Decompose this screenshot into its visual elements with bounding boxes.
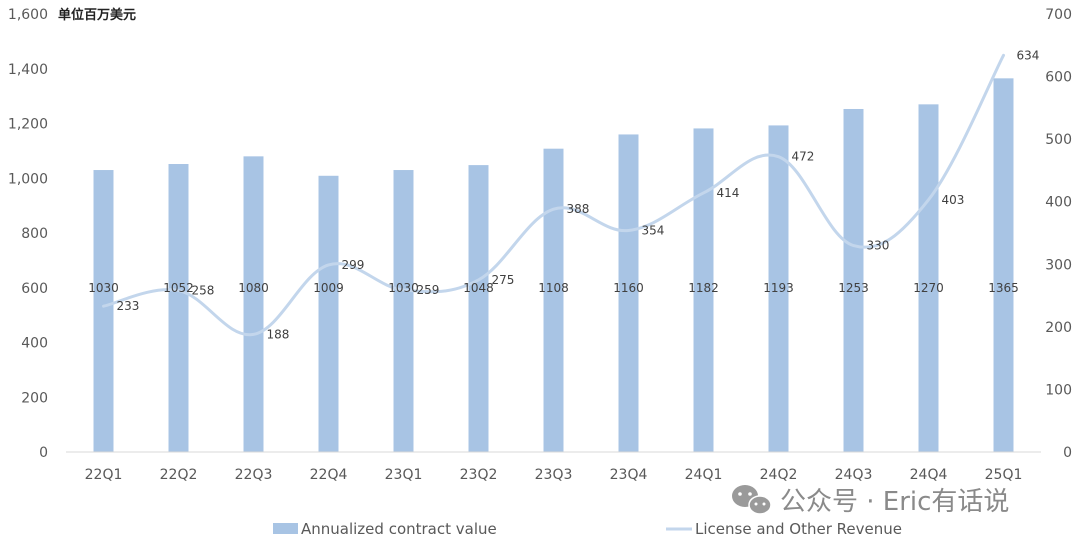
line-value-label: 330 xyxy=(867,239,890,253)
left-tick-label: 1,400 xyxy=(8,62,48,78)
wechat-icon xyxy=(732,485,772,515)
bar-data-labels: 1030 1052 1080 1009 1030 1048 1108 1160 1182 1193… xyxy=(88,281,1019,295)
bar xyxy=(468,165,489,453)
right-tick-label: 600 xyxy=(1045,70,1072,86)
left-tick-label: 400 xyxy=(21,336,48,352)
bar xyxy=(543,148,564,452)
right-tick-label: 100 xyxy=(1045,382,1072,398)
bar-value-label: 1080 xyxy=(238,281,269,295)
legend-bar-swatch xyxy=(273,523,298,534)
left-tick-label: 800 xyxy=(21,226,48,242)
category-label: 23Q2 xyxy=(460,467,498,483)
line-value-label: 258 xyxy=(192,284,215,298)
category-label: 24Q2 xyxy=(760,467,798,483)
legend: Annualized contract value License and Ot… xyxy=(273,520,902,538)
x-axis-categories: 22Q1 22Q2 22Q3 22Q4 23Q1 23Q2 23Q3 23Q4 24Q1 24Q2… xyxy=(85,467,1023,483)
left-tick-label: 1,600 xyxy=(8,7,48,23)
bar xyxy=(693,128,714,453)
bar xyxy=(393,170,414,452)
line-series xyxy=(102,53,1005,337)
right-tick-label: 400 xyxy=(1045,195,1072,211)
category-label: 23Q3 xyxy=(535,467,573,483)
left-axis-ticks: 0 200 400 600 800 1,000 1,200 1,400 1,600 xyxy=(8,7,48,461)
bar-value-label: 1009 xyxy=(313,281,344,295)
right-tick-label: 200 xyxy=(1045,320,1072,336)
bar xyxy=(768,125,789,452)
bar xyxy=(318,175,339,452)
bar xyxy=(243,156,264,452)
category-label: 23Q1 xyxy=(385,467,423,483)
right-tick-label: 700 xyxy=(1045,7,1072,23)
bar-value-label: 1193 xyxy=(763,281,794,295)
line-data-labels: 233 258 188 299 259 275 388 354 414 472 330 403 634 xyxy=(117,48,1040,341)
category-label: 24Q1 xyxy=(685,467,723,483)
line-value-label: 634 xyxy=(1017,48,1040,62)
line-value-label: 259 xyxy=(417,283,440,297)
right-axis-ticks: 0 100 200 300 400 500 600 700 xyxy=(1045,7,1072,461)
bar xyxy=(843,108,864,453)
line-value-label: 414 xyxy=(717,186,740,200)
left-tick-label: 1,200 xyxy=(8,117,48,133)
left-tick-label: 200 xyxy=(21,390,48,406)
bar-value-label: 1052 xyxy=(163,281,194,295)
bar-value-label: 1365 xyxy=(988,281,1019,295)
bar xyxy=(918,104,939,453)
watermark-text: 公众号 · Eric有话说 xyxy=(780,487,1009,517)
right-tick-label: 500 xyxy=(1045,132,1072,148)
left-tick-label: 1,000 xyxy=(8,171,48,187)
line-value-label: 403 xyxy=(942,193,965,207)
legend-line-label: License and Other Revenue xyxy=(695,520,902,538)
bar xyxy=(168,164,189,452)
left-tick-label: 600 xyxy=(21,281,48,297)
line-value-label: 233 xyxy=(117,299,140,313)
category-label: 24Q3 xyxy=(835,467,873,483)
bar-value-label: 1270 xyxy=(913,281,944,295)
bar-value-label: 1182 xyxy=(688,281,719,295)
bar xyxy=(618,134,639,452)
right-tick-label: 0 xyxy=(1063,445,1072,461)
line-value-label: 472 xyxy=(792,150,815,164)
line-value-label: 188 xyxy=(267,327,290,341)
category-label: 24Q4 xyxy=(910,467,948,483)
legend-bar-label: Annualized contract value xyxy=(301,520,497,538)
watermark: 公众号 · Eric有话说 xyxy=(732,485,1009,517)
line-value-label: 388 xyxy=(567,202,590,216)
category-label: 23Q4 xyxy=(610,467,648,483)
line-value-label: 299 xyxy=(342,258,365,272)
bar-value-label: 1108 xyxy=(538,281,569,295)
bar xyxy=(93,170,114,452)
category-label: 22Q1 xyxy=(85,467,123,483)
category-label: 22Q4 xyxy=(310,467,348,483)
left-tick-label: 0 xyxy=(39,445,48,461)
unit-label: 单位百万美元 xyxy=(58,7,136,23)
line-value-label: 275 xyxy=(492,273,515,287)
bar-series xyxy=(93,78,1014,453)
category-label: 22Q2 xyxy=(160,467,198,483)
line-value-label: 354 xyxy=(642,223,665,237)
bar-value-label: 1253 xyxy=(838,281,869,295)
bar-value-label: 1030 xyxy=(88,281,119,295)
bar-value-label: 1048 xyxy=(463,281,494,295)
bar-value-label: 1030 xyxy=(388,281,419,295)
bar-value-label: 1160 xyxy=(613,281,644,295)
category-label: 25Q1 xyxy=(985,467,1023,483)
bar xyxy=(993,78,1014,453)
category-label: 22Q3 xyxy=(235,467,273,483)
right-tick-label: 300 xyxy=(1045,257,1072,273)
